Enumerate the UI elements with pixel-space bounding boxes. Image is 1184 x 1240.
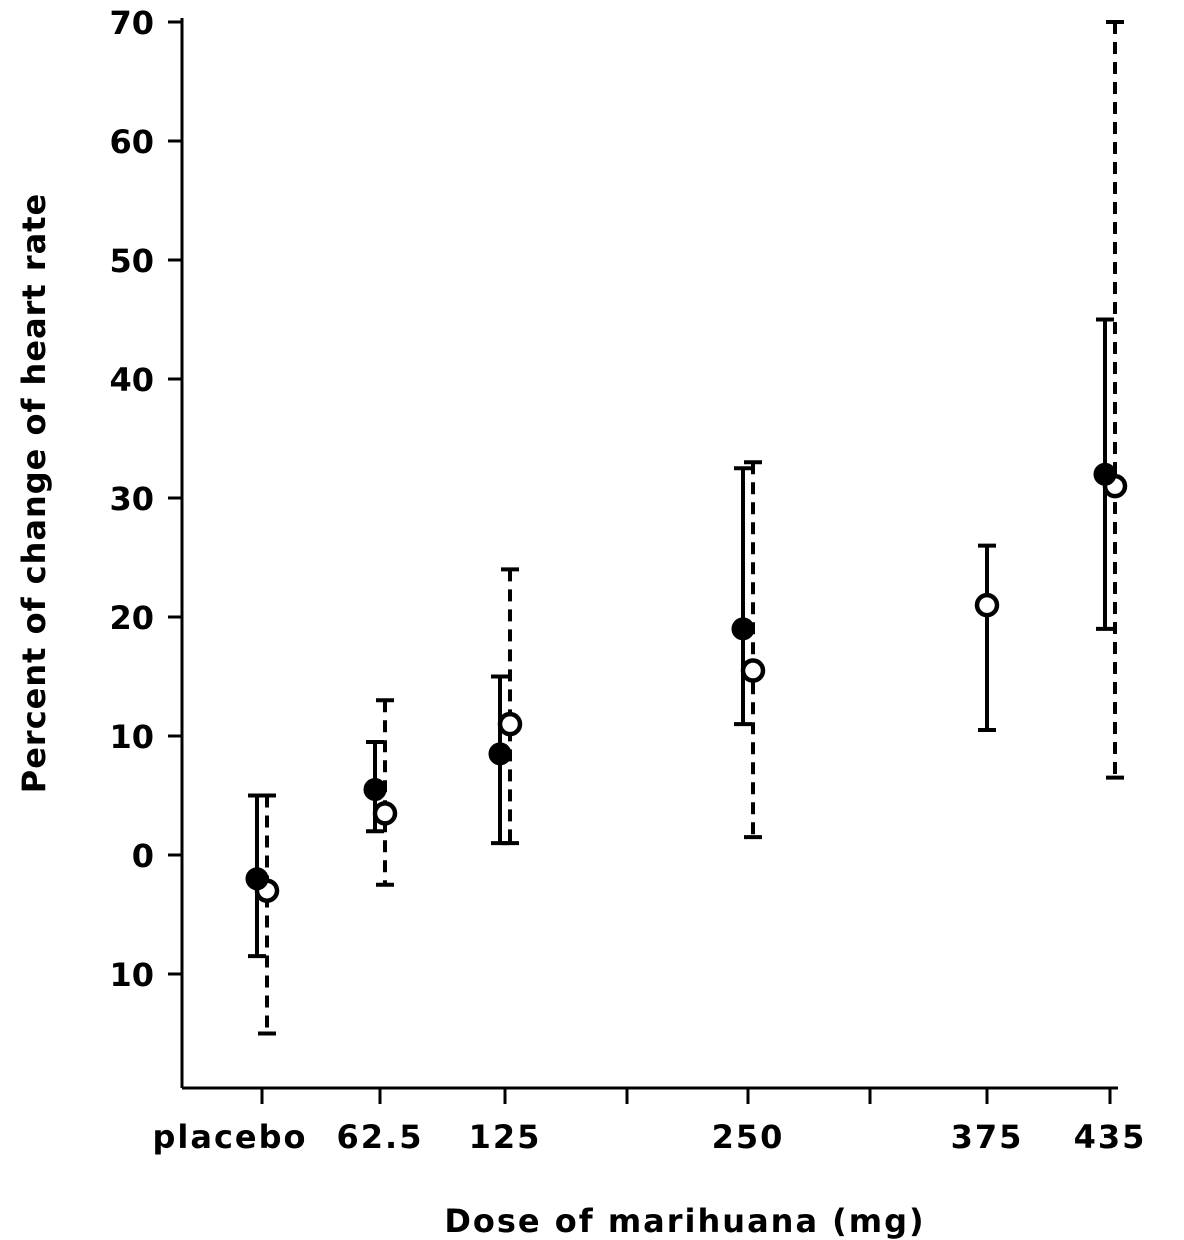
y-tick-label: 50 [109, 242, 154, 280]
y-tick-label: 0 [132, 837, 154, 875]
x-tick-label: 62.5 [337, 1118, 424, 1156]
y-tick-label: 60 [109, 123, 154, 161]
axes [180, 18, 1118, 1090]
x-tick-label: 125 [469, 1118, 542, 1156]
y-ticks: 70 60 50 40 30 20 10 0 10 [109, 4, 182, 994]
x-tick-label: 435 [1074, 1118, 1147, 1156]
data-marks [245, 20, 1128, 1036]
x-axis-title: Dose of marihuana (mg) [444, 1202, 925, 1240]
y-tick-label: 10 [109, 956, 154, 994]
data-point-open [740, 658, 766, 683]
x-tick-label: 250 [712, 1118, 785, 1156]
data-point-filled [731, 617, 755, 641]
y-axis-title: Percent of change of heart rate [15, 193, 53, 793]
y-tick-label: 10 [109, 718, 154, 756]
data-point-filled [245, 867, 269, 891]
y-tick-label: 70 [109, 4, 154, 42]
data-point-filled [1093, 462, 1117, 486]
data-point-open [497, 711, 523, 737]
x-tick-label: 375 [951, 1118, 1024, 1156]
y-tick-label: 30 [109, 480, 154, 518]
x-ticks: placebo 62.5 125 250 375 435 [152, 1088, 1147, 1156]
data-point-filled [488, 742, 512, 766]
y-tick-label: 20 [109, 599, 154, 637]
data-point-filled [363, 778, 387, 802]
data-point-open [372, 801, 398, 826]
data-point-open [974, 592, 1000, 618]
x-tick-label: placebo [152, 1118, 307, 1156]
y-tick-label: 40 [109, 361, 154, 399]
